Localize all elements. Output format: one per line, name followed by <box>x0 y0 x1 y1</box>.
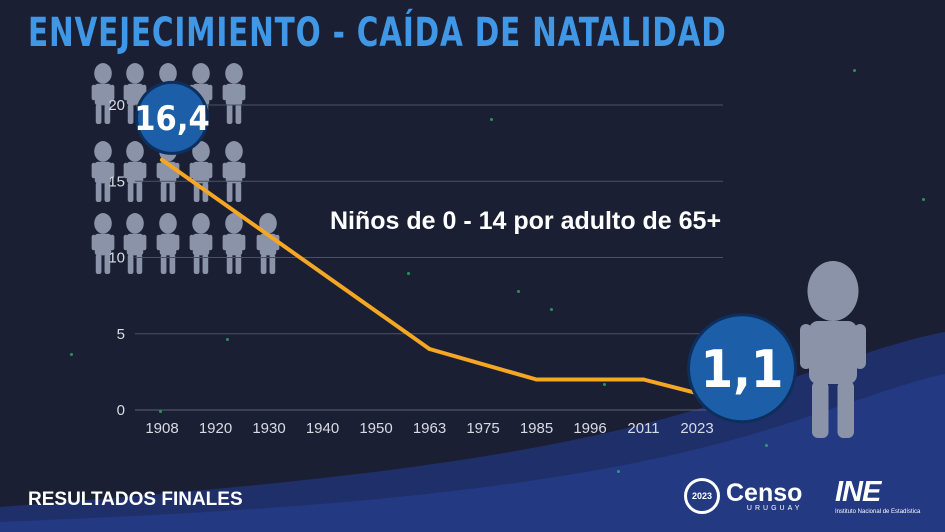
x-tick-label: 1975 <box>466 420 499 437</box>
censo-logo: 2023 Censo URUGUAY <box>684 478 802 514</box>
x-tick-label: 1963 <box>413 420 446 437</box>
value-label: 16,4 <box>134 99 209 139</box>
star-dot <box>490 118 493 121</box>
data-point <box>160 157 164 162</box>
star-dot <box>226 338 229 341</box>
censo-country: URUGUAY <box>746 504 803 512</box>
child-figure-icon <box>91 213 115 274</box>
child-figure-icon <box>91 63 115 124</box>
series-line <box>160 157 699 396</box>
x-tick-label: 1940 <box>306 420 339 437</box>
x-tick-label: 1920 <box>199 420 232 437</box>
child-figure-icon <box>222 213 246 274</box>
star-dot <box>550 308 553 311</box>
child-figure-icon <box>91 141 115 202</box>
page-title: ENVEJECIMIENTO - CAÍDA DE NATALIDAD <box>28 10 727 56</box>
value-bubble <box>690 316 794 421</box>
data-point <box>641 377 646 382</box>
star-dot <box>765 444 768 447</box>
y-tick-label: 20 <box>108 97 125 114</box>
data-point <box>534 377 539 382</box>
censo-name: Censo <box>726 478 803 507</box>
footer-results-label: RESULTADOS FINALES <box>28 489 243 510</box>
data-point <box>427 347 432 351</box>
star-dot <box>617 470 620 473</box>
y-tick-label: 15 <box>108 173 125 190</box>
star-dot <box>517 290 520 293</box>
child-figure-icon <box>189 213 213 274</box>
adult-figure-icon <box>800 261 866 438</box>
ine-logo: INE Instituto Nacional de Estadística <box>835 476 920 515</box>
x-tick-label: 1908 <box>145 420 178 437</box>
child-figure-icon <box>222 141 246 202</box>
child-figure-icon <box>123 213 147 274</box>
chart-subtitle: Niños de 0 - 14 por adulto de 65+ <box>330 207 722 235</box>
star-dot <box>603 383 606 386</box>
x-tick-label: 1950 <box>359 420 392 437</box>
x-tick-label: 2023 <box>680 420 713 437</box>
censo-gear-icon: 2023 <box>684 478 720 514</box>
star-dot <box>922 198 925 201</box>
child-figure-icon <box>256 213 280 274</box>
child-figure-icon <box>156 213 180 274</box>
child-figure-icon <box>123 141 147 202</box>
child-figure-icon <box>222 63 246 124</box>
star-dot <box>407 272 410 275</box>
star-dot <box>689 224 692 227</box>
star-dot <box>853 69 856 72</box>
y-tick-label: 5 <box>117 326 125 343</box>
censo-year: 2023 <box>691 490 713 501</box>
value-bubble <box>138 83 206 152</box>
star-dot <box>159 410 162 413</box>
y-tick-label: 10 <box>108 250 125 267</box>
censo-wordmark: Censo URUGUAY <box>726 478 803 512</box>
star-dot <box>70 353 73 356</box>
x-tick-label: 1930 <box>252 420 285 437</box>
x-tick-label: 1996 <box>573 420 606 437</box>
ine-name: INE <box>835 476 881 508</box>
y-tick-label: 0 <box>117 402 125 419</box>
x-tick-label: 1985 <box>520 420 553 437</box>
ine-fullname: Instituto Nacional de Estadística <box>835 509 921 515</box>
x-tick-label: 2011 <box>627 420 659 437</box>
value-label: 1,1 <box>701 340 784 400</box>
